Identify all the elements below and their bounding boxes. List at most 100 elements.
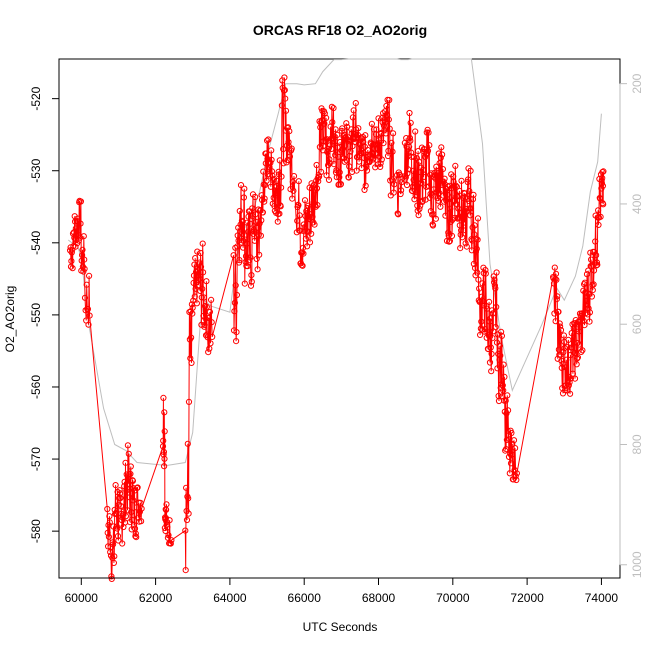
o2-point: [409, 183, 416, 190]
o2-point: [321, 120, 328, 127]
o2-point: [200, 294, 207, 301]
o2-point: [376, 139, 383, 146]
o2-point: [428, 191, 435, 198]
o2-point: [323, 136, 330, 143]
o2-point: [595, 221, 602, 228]
o2-point: [254, 233, 261, 240]
o2-point: [314, 175, 321, 182]
o2-point: [299, 262, 306, 269]
o2-point: [413, 170, 420, 177]
o2-point: [599, 182, 607, 189]
o2-point: [239, 218, 246, 225]
o2-point: [485, 331, 492, 338]
o2-point: [447, 205, 454, 212]
o2-point: [474, 215, 482, 222]
o2-point: [510, 437, 518, 444]
o2-point: [560, 349, 567, 356]
o2-point: [586, 309, 594, 316]
o2-point: [458, 177, 465, 184]
o2-point: [231, 299, 238, 306]
o2-point: [415, 158, 423, 165]
o2-point: [124, 481, 131, 488]
o2-point: [352, 100, 359, 107]
o2-point: [275, 168, 282, 175]
altitude-line: [67, 58, 602, 467]
x-tick-label: 72000: [510, 591, 544, 605]
o2-point: [79, 246, 86, 253]
o2-point: [478, 318, 485, 325]
o2-point: [301, 197, 309, 204]
o2-point: [198, 294, 205, 301]
o2-point: [585, 267, 592, 274]
o2-point: [138, 518, 145, 525]
o2-point: [423, 183, 430, 190]
o2-point: [330, 105, 337, 112]
o2-point: [406, 134, 413, 142]
o2-point: [459, 234, 466, 241]
o2-point: [553, 296, 560, 303]
o2-point: [196, 275, 203, 282]
o2-point: [237, 182, 245, 189]
o2-point: [345, 174, 352, 181]
o2-point: [455, 214, 463, 221]
o2-point: [343, 157, 350, 164]
o2-point: [84, 306, 92, 313]
o2-point: [288, 145, 295, 152]
o2-point: [253, 224, 260, 231]
o2-point: [458, 227, 465, 234]
o2-point: [388, 176, 396, 183]
o2-point: [280, 146, 287, 153]
o2-point: [488, 307, 496, 314]
o2-point: [482, 267, 489, 274]
y-tick-label: -520: [29, 86, 43, 110]
o2-point: [473, 235, 480, 242]
o2-point: [163, 518, 170, 525]
o2-point: [257, 232, 264, 239]
right-tick-label: 1000: [630, 551, 644, 578]
o2-point: [133, 534, 140, 541]
o2-point: [247, 282, 255, 289]
o2-point: [590, 281, 597, 288]
o2-point: [122, 513, 130, 520]
o2-point: [249, 205, 256, 212]
o2-point: [161, 409, 168, 416]
o2-point: [491, 282, 498, 289]
o2-point: [466, 188, 473, 195]
o2-point: [190, 279, 197, 286]
o2-point: [327, 142, 334, 149]
o2-point: [282, 95, 289, 102]
o2-point: [353, 167, 360, 174]
o2-point: [134, 484, 141, 491]
o2-point: [86, 312, 93, 319]
o2-point: [311, 221, 318, 228]
o2-point: [503, 446, 510, 453]
o2-point: [432, 215, 439, 222]
o2-point: [467, 167, 474, 174]
right-tick-label: 800: [630, 434, 644, 454]
o2-point: [578, 348, 585, 355]
o2-point: [75, 237, 82, 244]
o2-point: [579, 347, 586, 354]
o2-point: [382, 130, 389, 137]
o2-point: [184, 440, 191, 447]
o2-point: [385, 116, 392, 123]
o2-point: [160, 451, 167, 458]
o2-point: [381, 127, 388, 134]
o2-point: [416, 205, 423, 213]
o2-point: [325, 176, 333, 183]
o2-point: [565, 336, 572, 343]
o2-point: [500, 361, 507, 368]
right-tick-label: 400: [630, 194, 644, 214]
o2-point: [160, 437, 167, 444]
o2-point: [72, 225, 80, 232]
o2-point: [240, 194, 247, 201]
o2-point: [334, 131, 341, 138]
o2-point: [105, 543, 112, 550]
o2-point: [508, 429, 515, 437]
o2-point: [230, 252, 237, 259]
o2-point: [433, 163, 440, 170]
o2-point: [329, 119, 336, 126]
o2-point: [129, 477, 136, 484]
o2-point: [268, 156, 275, 163]
o2-point: [77, 198, 85, 205]
